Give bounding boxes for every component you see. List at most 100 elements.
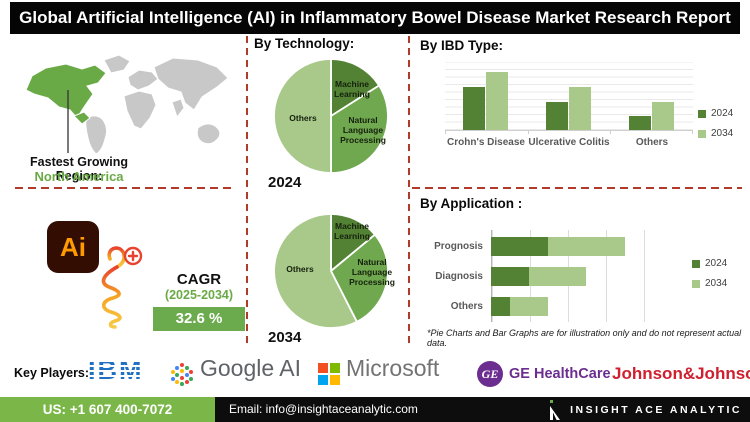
intestine-icon bbox=[101, 246, 143, 329]
bar-group bbox=[546, 87, 592, 130]
bar-2024 bbox=[629, 115, 651, 130]
email-address: Email: info@insightaceanalytic.com bbox=[229, 402, 418, 416]
page-title: Global Artificial Intelligence (AI) in I… bbox=[10, 2, 740, 34]
axis-tick bbox=[527, 130, 529, 134]
disclaimer-footnote: *Pie Charts and Bar Graphs are for illus… bbox=[427, 328, 742, 348]
pie-label-nlp: Natural Language Processing bbox=[349, 257, 395, 288]
ms-square-green bbox=[330, 363, 340, 373]
bar-segment-2024 bbox=[491, 297, 510, 316]
asia-shape bbox=[153, 57, 229, 111]
ibd-legend: 2024 2034 bbox=[698, 108, 733, 139]
key-players-label: Key Players: bbox=[14, 366, 90, 380]
legend-label: 2024 bbox=[711, 108, 734, 119]
ge-monogram-icon: GE bbox=[477, 361, 503, 387]
fastest-growing-region-label: Fastest Growing Region: bbox=[30, 155, 128, 183]
ibd-category-labels: Crohn's Disease Ulcerative Colitis Others bbox=[445, 137, 705, 151]
north-america-shape bbox=[25, 63, 107, 119]
australia-shape bbox=[196, 123, 221, 145]
bar-2024 bbox=[546, 101, 568, 130]
google-ai-dots-icon bbox=[171, 363, 193, 386]
row-label: Others bbox=[450, 301, 483, 312]
axis-tick bbox=[610, 130, 611, 134]
divider-right bbox=[408, 36, 410, 348]
cagr-period: (2025-2034) bbox=[164, 288, 234, 302]
divider-left bbox=[246, 36, 248, 348]
row-label: Diagnosis bbox=[435, 271, 483, 282]
south-america-shape bbox=[85, 115, 108, 155]
legend-item: 2034 bbox=[698, 128, 733, 139]
bar-2034 bbox=[569, 87, 591, 130]
legend-swatch bbox=[692, 259, 700, 268]
legend-item: 2034 bbox=[692, 278, 727, 289]
category-label: Crohn's Disease bbox=[447, 137, 525, 148]
greenland-shape bbox=[103, 54, 131, 74]
ai-badge-text: Ai bbox=[60, 231, 86, 262]
pie-label-others: Others bbox=[286, 264, 314, 274]
legend-swatch bbox=[692, 279, 700, 288]
india-shape bbox=[171, 98, 185, 119]
ms-square-yellow bbox=[330, 375, 340, 385]
johnson-and-johnson-logo: Johnson&Johnson bbox=[612, 364, 750, 383]
legend-swatch bbox=[698, 109, 706, 118]
legend-label: 2034 bbox=[705, 278, 728, 289]
application-legend: 2024 2034 bbox=[692, 258, 727, 289]
central-america-shape bbox=[73, 111, 91, 125]
brand-name: INSIGHT ACE ANALYTIC bbox=[570, 403, 742, 416]
section-heading-application: By Application : bbox=[420, 196, 523, 211]
legend-label: 2024 bbox=[705, 258, 728, 269]
pie-slice-natural-language-processing bbox=[330, 84, 389, 174]
section-heading-technology: By Technology: bbox=[254, 36, 355, 51]
pie-2024-svg bbox=[273, 58, 389, 174]
cagr-block: CAGR (2025-2034) 32.6 % bbox=[153, 271, 245, 331]
microsoft-squares-icon bbox=[318, 363, 340, 385]
app-row: Others bbox=[413, 297, 743, 316]
pie-label-machine-learning: Machine Learning bbox=[334, 221, 370, 242]
app-row: Diagnosis bbox=[413, 267, 743, 286]
category-label: Others bbox=[635, 137, 669, 148]
bar-segment-2034 bbox=[548, 237, 625, 256]
pie-year-2034: 2034 bbox=[268, 329, 302, 346]
world-map bbox=[25, 54, 229, 155]
pie-label-others: Others bbox=[289, 113, 317, 123]
divider-left-horizontal bbox=[15, 187, 235, 189]
ibd-bar-plot bbox=[445, 62, 693, 134]
stacked-bar bbox=[491, 237, 625, 256]
phone-number: US: +1 607 400-7072 bbox=[0, 397, 215, 422]
pie-label-machine-learning: Machine Learning bbox=[334, 79, 370, 100]
bar-2024 bbox=[463, 87, 485, 130]
pie-year-2024: 2024 bbox=[268, 174, 302, 191]
footer-bar: US: +1 607 400-7072 Email: info@insighta… bbox=[0, 397, 750, 422]
category-label: Ulcerative Colitis bbox=[528, 137, 610, 148]
pie-label-nlp: Natural Language Processing bbox=[340, 115, 386, 146]
ge-healthcare-logo: GE HealthCare bbox=[509, 366, 611, 382]
brand-block: INSIGHT ACE ANALYTIC bbox=[547, 397, 742, 422]
google-ai-logo: Google AI bbox=[200, 355, 302, 381]
ibm-logo: IBM bbox=[88, 355, 144, 385]
europe-shape bbox=[127, 69, 159, 91]
pie-slice-others bbox=[273, 58, 332, 174]
axis-tick bbox=[445, 130, 446, 134]
ms-square-blue bbox=[318, 375, 328, 385]
section-heading-ibd-type: By IBD Type: bbox=[420, 38, 504, 53]
legend-item: 2024 bbox=[692, 258, 727, 269]
bar-segment-2034 bbox=[510, 297, 548, 316]
bar-segment-2024 bbox=[491, 237, 548, 256]
app-row: Prognosis bbox=[413, 237, 743, 256]
pie-chart-2034 bbox=[271, 211, 391, 331]
pie-slice-others bbox=[273, 213, 358, 329]
bar-group bbox=[463, 71, 509, 130]
bar-group bbox=[629, 101, 675, 130]
africa-shape bbox=[123, 90, 157, 130]
legend-swatch bbox=[698, 129, 706, 138]
insight-ace-logo-icon bbox=[550, 399, 561, 420]
microsoft-logo: Microsoft bbox=[346, 355, 440, 381]
adobe-ai-icon: Ai bbox=[47, 221, 99, 273]
ms-square-red bbox=[318, 363, 328, 373]
legend-item: 2024 bbox=[698, 108, 733, 119]
stacked-bar bbox=[491, 267, 586, 286]
bar-segment-2024 bbox=[491, 267, 529, 286]
pie-chart-2024 bbox=[271, 56, 391, 176]
bar-2034 bbox=[486, 71, 508, 130]
divider-right-horizontal bbox=[412, 187, 742, 189]
